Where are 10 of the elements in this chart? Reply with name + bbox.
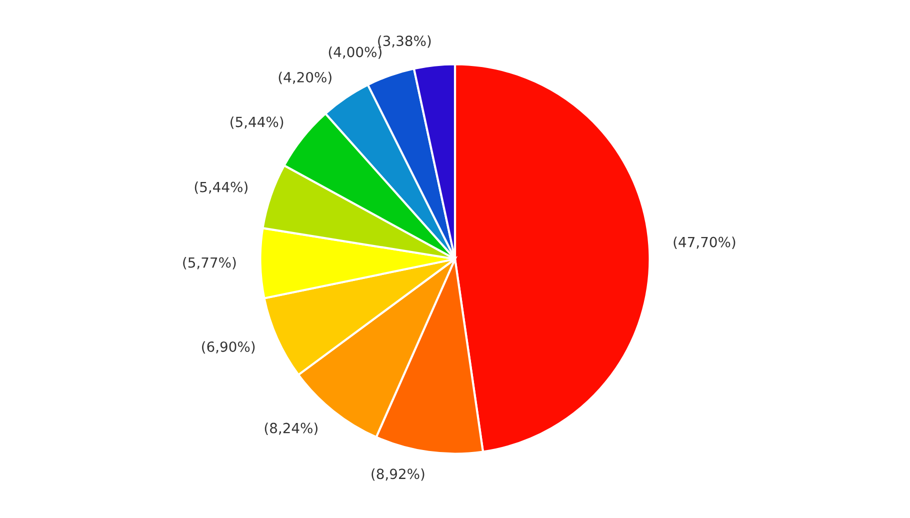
data-label: (8,92%)	[372, 468, 424, 481]
data-label: (8,24%)	[264, 422, 318, 435]
data-label: (3,38%)	[378, 35, 431, 48]
data-label: (5,77%)	[183, 257, 236, 270]
data-label: (4,20%)	[278, 72, 332, 84]
data-label: (4,00%)	[328, 46, 382, 59]
data-label: (6,90%)	[202, 341, 255, 354]
data-label: (47,70%)	[674, 236, 736, 249]
data-label: (5,44%)	[194, 182, 248, 194]
data-label: (5,44%)	[230, 116, 284, 129]
